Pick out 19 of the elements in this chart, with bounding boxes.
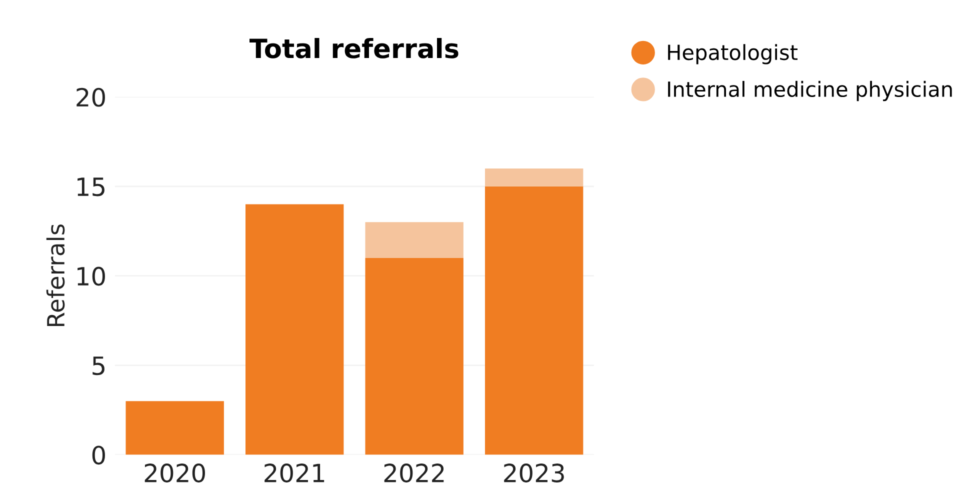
x-tick-label: 2023 <box>504 464 564 482</box>
bar <box>484 186 584 455</box>
x-tick-label: 2022 <box>384 464 444 482</box>
bar <box>126 401 224 455</box>
y-tick-label: 0 <box>92 446 105 465</box>
bar <box>365 258 464 455</box>
legend-label: Hepatologist <box>668 44 798 64</box>
y-axis-title: Referrals <box>46 224 65 326</box>
y-tick-label: 5 <box>92 356 104 376</box>
bar <box>245 204 344 455</box>
legend-label: Internal medicine physician <box>668 80 952 102</box>
y-tick-label: 20 <box>76 88 105 107</box>
y-tick-label: 15 <box>78 178 104 196</box>
x-tick-label: 2021 <box>264 464 324 482</box>
x-tick-label: 2020 <box>144 464 205 482</box>
chart-title: Total referrals <box>250 38 458 58</box>
y-tick-label: 10 <box>78 266 105 286</box>
bar <box>484 168 584 186</box>
bar <box>365 222 464 258</box>
